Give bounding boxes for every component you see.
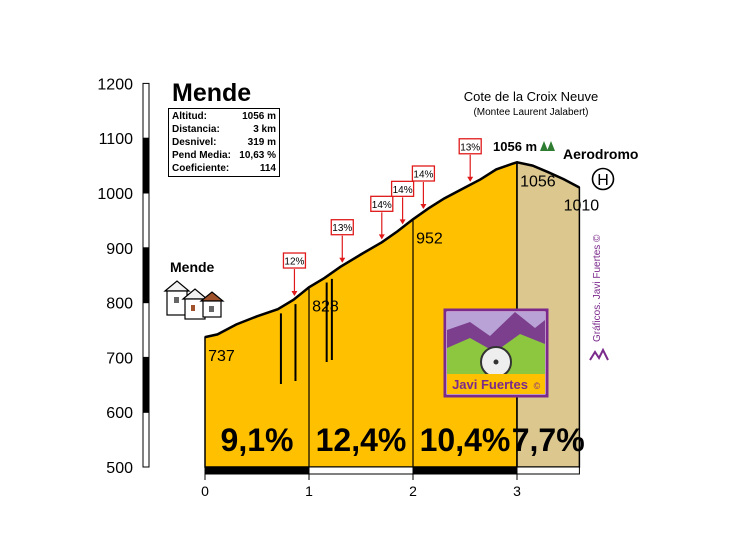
- gradient-marker-box: [390, 180, 415, 197]
- scale-segment: [142, 247, 150, 304]
- stats-value: 1056 m: [242, 111, 276, 122]
- x-tick-label: 2: [409, 483, 417, 499]
- heliport-symbol: H: [597, 172, 609, 189]
- scale-segment: [142, 302, 150, 358]
- gradient-marker-arrow: [399, 219, 406, 225]
- segment-gradients: 9,1% 12,4% 10,4% 7,7%: [221, 422, 585, 458]
- y-tick-label: 1200: [97, 76, 133, 93]
- gradient-marker-label: 14%: [413, 169, 433, 180]
- y-tick-label: 1000: [97, 186, 133, 203]
- logo-text: Javi Fuertes: [452, 377, 528, 392]
- segment-gradient-label: 9,1%: [221, 422, 294, 458]
- trees-marks: [279, 278, 333, 384]
- x-tick-label: 0: [201, 483, 209, 499]
- scale-segment: [142, 137, 150, 194]
- x-tick-label: 3: [513, 483, 521, 499]
- gradient-marker-arrow: [420, 203, 427, 209]
- y-tick-label: 1100: [99, 131, 134, 148]
- segment-gradient-label: 7,7%: [512, 422, 585, 458]
- y-tick-label: 800: [106, 296, 133, 313]
- y-tick-label: 700: [106, 350, 133, 367]
- gradient-marker-arrow: [339, 257, 346, 263]
- gradient-marker-label: 12%: [284, 257, 304, 268]
- gradient-marker-arrow: [378, 234, 385, 240]
- profile-line: [204, 161, 580, 339]
- distance-segment: [308, 466, 414, 475]
- gradient-marker-box: [411, 165, 436, 182]
- scale-segment: [142, 356, 150, 413]
- stats-row: Distancia: 3 km: [172, 123, 276, 136]
- gradient-marker-arrow: [291, 291, 298, 297]
- stats-row: Coeficiente: 114: [172, 162, 276, 175]
- stats-label: Distancia:: [172, 124, 220, 135]
- altitude-label: 1010: [564, 198, 600, 215]
- altitude-label: 828: [312, 298, 339, 315]
- place-label-start: Mende: [170, 259, 215, 275]
- stats-value: 114: [259, 163, 276, 174]
- stats-row: Desnivel: 319 m: [172, 136, 276, 149]
- max-gradient-markers: 12%13%14%14%14%13%: [282, 138, 482, 297]
- stats-row: Altitud: 1056 m: [172, 110, 276, 123]
- point-labels: 737 828 952 1056 1010: [208, 173, 599, 365]
- segment-gradient-label: 12,4%: [316, 422, 407, 458]
- distance-segment: [412, 466, 518, 475]
- credit-text: Gráficos. Javi Fuertes ©: [592, 234, 603, 342]
- gradient-marker-label: 14%: [372, 200, 392, 211]
- climb-subtitle: (Montee Laurent Jalabert): [473, 107, 588, 118]
- stats-value: 10,63 %: [239, 150, 276, 161]
- gradient-marker-label: 13%: [332, 223, 352, 234]
- village-icon: [163, 280, 225, 320]
- y-tick-label: 600: [106, 405, 133, 422]
- copyright-icon: ©: [534, 381, 541, 391]
- heliport-icon: H: [591, 167, 615, 191]
- chart-title: Mende: [172, 79, 251, 107]
- stats-table: Altitud: 1056 m Distancia: 3 km Desnivel: 319…: [168, 108, 280, 177]
- stats-label: Pend Media:: [172, 150, 231, 161]
- gradient-marker-box: [330, 219, 354, 236]
- scale-segment: [142, 411, 150, 468]
- stats-label: Altitud:: [172, 111, 207, 122]
- distance-bar: [204, 466, 580, 475]
- stats-label: Coeficiente:: [172, 163, 230, 174]
- scale-segment: [142, 82, 150, 139]
- stats-value: 3 km: [253, 124, 276, 135]
- climb-title: Cote de la Croix Neuve: [464, 89, 598, 104]
- altitude-label: 1056: [520, 173, 556, 190]
- y-tick-label: 500: [106, 460, 133, 477]
- gradient-marker-box: [458, 138, 482, 155]
- summit-label: 1056 m: [493, 139, 537, 154]
- distance-segment: [204, 466, 310, 475]
- author-logo: Javi Fuertes ©: [443, 308, 549, 398]
- gradient-marker-arrow: [467, 176, 474, 182]
- distance-segment: [516, 466, 580, 475]
- gradient-marker-box: [370, 195, 394, 212]
- gradient-marker-label: 13%: [460, 142, 480, 153]
- altitude-label: 737: [208, 348, 235, 365]
- altitude-label: 952: [416, 230, 443, 247]
- altitude-scale-bar: [142, 82, 150, 468]
- y-axis-ticks: 500 600 700 800 900 1000 1100 1200: [97, 76, 133, 477]
- gradient-marker-label: 14%: [393, 185, 413, 196]
- credit-logo-icon: [589, 347, 609, 361]
- scale-segment: [142, 192, 150, 249]
- stats-label: Desnivel:: [172, 137, 217, 148]
- x-axis-ticks: 0 1 2 3: [201, 474, 521, 499]
- place-label-end: Aerodromo: [563, 146, 638, 162]
- y-tick-label: 900: [106, 241, 133, 258]
- tree-icon: [540, 141, 555, 151]
- segment-gradient-label: 10,4%: [420, 422, 511, 458]
- stats-value: 319 m: [247, 137, 276, 148]
- x-tick-label: 1: [305, 483, 313, 499]
- stats-row: Pend Media: 10,63 %: [172, 149, 276, 162]
- gradient-marker-box: [282, 252, 307, 269]
